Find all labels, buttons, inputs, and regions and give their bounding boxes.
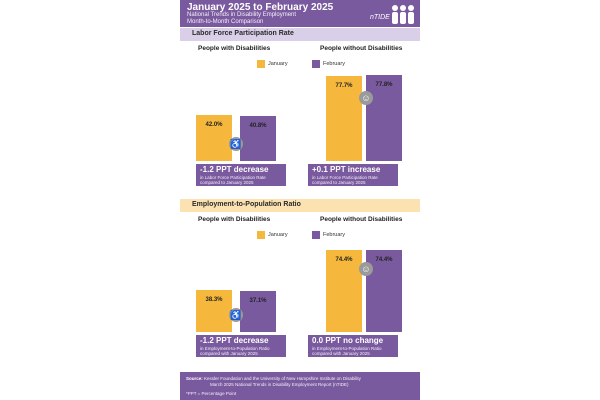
bar-february-disabled bbox=[240, 291, 276, 332]
change-note-line-1: in Labor Force Participation Rate bbox=[312, 175, 378, 180]
change-note-line-2: compared with January 2025 bbox=[200, 351, 258, 356]
logo-text: nTIDE bbox=[370, 14, 390, 21]
section-title-bar: Labor Force Participation Rate bbox=[180, 28, 420, 41]
people-logo-icon bbox=[392, 5, 414, 24]
person-icon: ☺ bbox=[359, 91, 373, 105]
section-title-bar: Employment-to-Population Ratio bbox=[180, 199, 420, 212]
group-title-nondisabled: People without Disabilities bbox=[320, 216, 403, 223]
legend-label-february: February bbox=[323, 61, 346, 67]
change-note-headline: -1.2 PPT decrease bbox=[200, 165, 269, 174]
bar-value-label: 38.3% bbox=[205, 296, 223, 303]
bar-value-label: 74.4% bbox=[335, 257, 353, 264]
wheelchair-icon: ♿ bbox=[229, 137, 243, 151]
change-note-headline: 0.0 PPT no change bbox=[312, 336, 384, 345]
legend-label-january: January bbox=[268, 232, 288, 238]
bar-february-nondisabled bbox=[366, 250, 402, 332]
section-title: Labor Force Participation Rate bbox=[192, 30, 294, 37]
legend-swatch-january bbox=[257, 231, 265, 239]
legend-swatch-february bbox=[312, 231, 320, 239]
bar-value-label: 42.0% bbox=[205, 121, 223, 128]
bar-february-nondisabled bbox=[366, 75, 402, 161]
header-banner: January 2025 to February 2025 National T… bbox=[180, 0, 420, 27]
legend-swatch-january bbox=[257, 60, 265, 68]
change-note-line-2: compared to January 2025 bbox=[312, 180, 366, 185]
group-title-nondisabled: People without Disabilities bbox=[320, 45, 403, 52]
bar-value-label: 37.1% bbox=[249, 298, 267, 305]
ppt-footnote: *PPT = Percentage Point bbox=[186, 391, 237, 396]
change-note-headline: +0.1 PPT increase bbox=[312, 165, 381, 174]
change-note-line-1: in Employment-to-Population Ratio bbox=[312, 346, 382, 351]
bar-february-disabled bbox=[240, 116, 276, 161]
group-title-disabled: People with Disabilities bbox=[198, 45, 271, 52]
bar-january-nondisabled bbox=[326, 75, 362, 161]
person-icon: ☺ bbox=[359, 262, 373, 276]
change-note-line-1: in Employment-to-Population Ratio bbox=[200, 346, 270, 351]
bar-january-disabled bbox=[196, 114, 232, 161]
change-note-disabled: -1.2 PPT decrease in Employment-to-Popul… bbox=[196, 335, 286, 357]
change-note-nondisabled: +0.1 PPT increase in Labor Force Partici… bbox=[308, 164, 398, 186]
header-subtitle-1: National Trends in Disability Employment bbox=[187, 12, 297, 18]
change-note-line-2: compared to January 2025 bbox=[200, 180, 254, 185]
source-line-1: Kessler Foundation and the University of… bbox=[204, 376, 361, 381]
source-label: Source: bbox=[186, 376, 203, 381]
bar-value-label: 74.4% bbox=[375, 257, 393, 264]
header-title: January 2025 to February 2025 bbox=[187, 2, 334, 13]
source-line-2: March 2025 National Trends in Disability… bbox=[210, 382, 349, 387]
footer: Source: Kessler Foundation and the Unive… bbox=[180, 372, 420, 400]
legend-label-february: February bbox=[323, 232, 346, 238]
bar-value-label: 40.8% bbox=[249, 123, 267, 130]
change-note-headline: -1.2 PPT decrease bbox=[200, 336, 269, 345]
wheelchair-icon: ♿ bbox=[229, 308, 243, 322]
legend-label-january: January bbox=[268, 61, 288, 67]
section-title: Employment-to-Population Ratio bbox=[192, 201, 301, 208]
ntide-logo: nTIDE bbox=[370, 4, 418, 25]
change-note-disabled: -1.2 PPT decrease in Labor Force Partici… bbox=[196, 164, 286, 186]
legend-swatch-february bbox=[312, 60, 320, 68]
group-title-disabled: People with Disabilities bbox=[198, 216, 271, 223]
change-note-line-2: compared with January 2025 bbox=[312, 351, 370, 356]
bar-january-disabled bbox=[196, 289, 232, 332]
infographic-card: January 2025 to February 2025 National T… bbox=[180, 0, 420, 400]
change-note-nondisabled: 0.0 PPT no change in Employment-to-Popul… bbox=[308, 335, 398, 357]
header-subtitle-2: Month-to-Month Comparison bbox=[187, 19, 264, 25]
bar-value-label: 77.8% bbox=[375, 82, 393, 89]
bar-january-nondisabled bbox=[326, 250, 362, 332]
bar-value-label: 77.7% bbox=[335, 82, 353, 89]
change-note-line-1: in Labor Force Participation Rate bbox=[200, 175, 266, 180]
